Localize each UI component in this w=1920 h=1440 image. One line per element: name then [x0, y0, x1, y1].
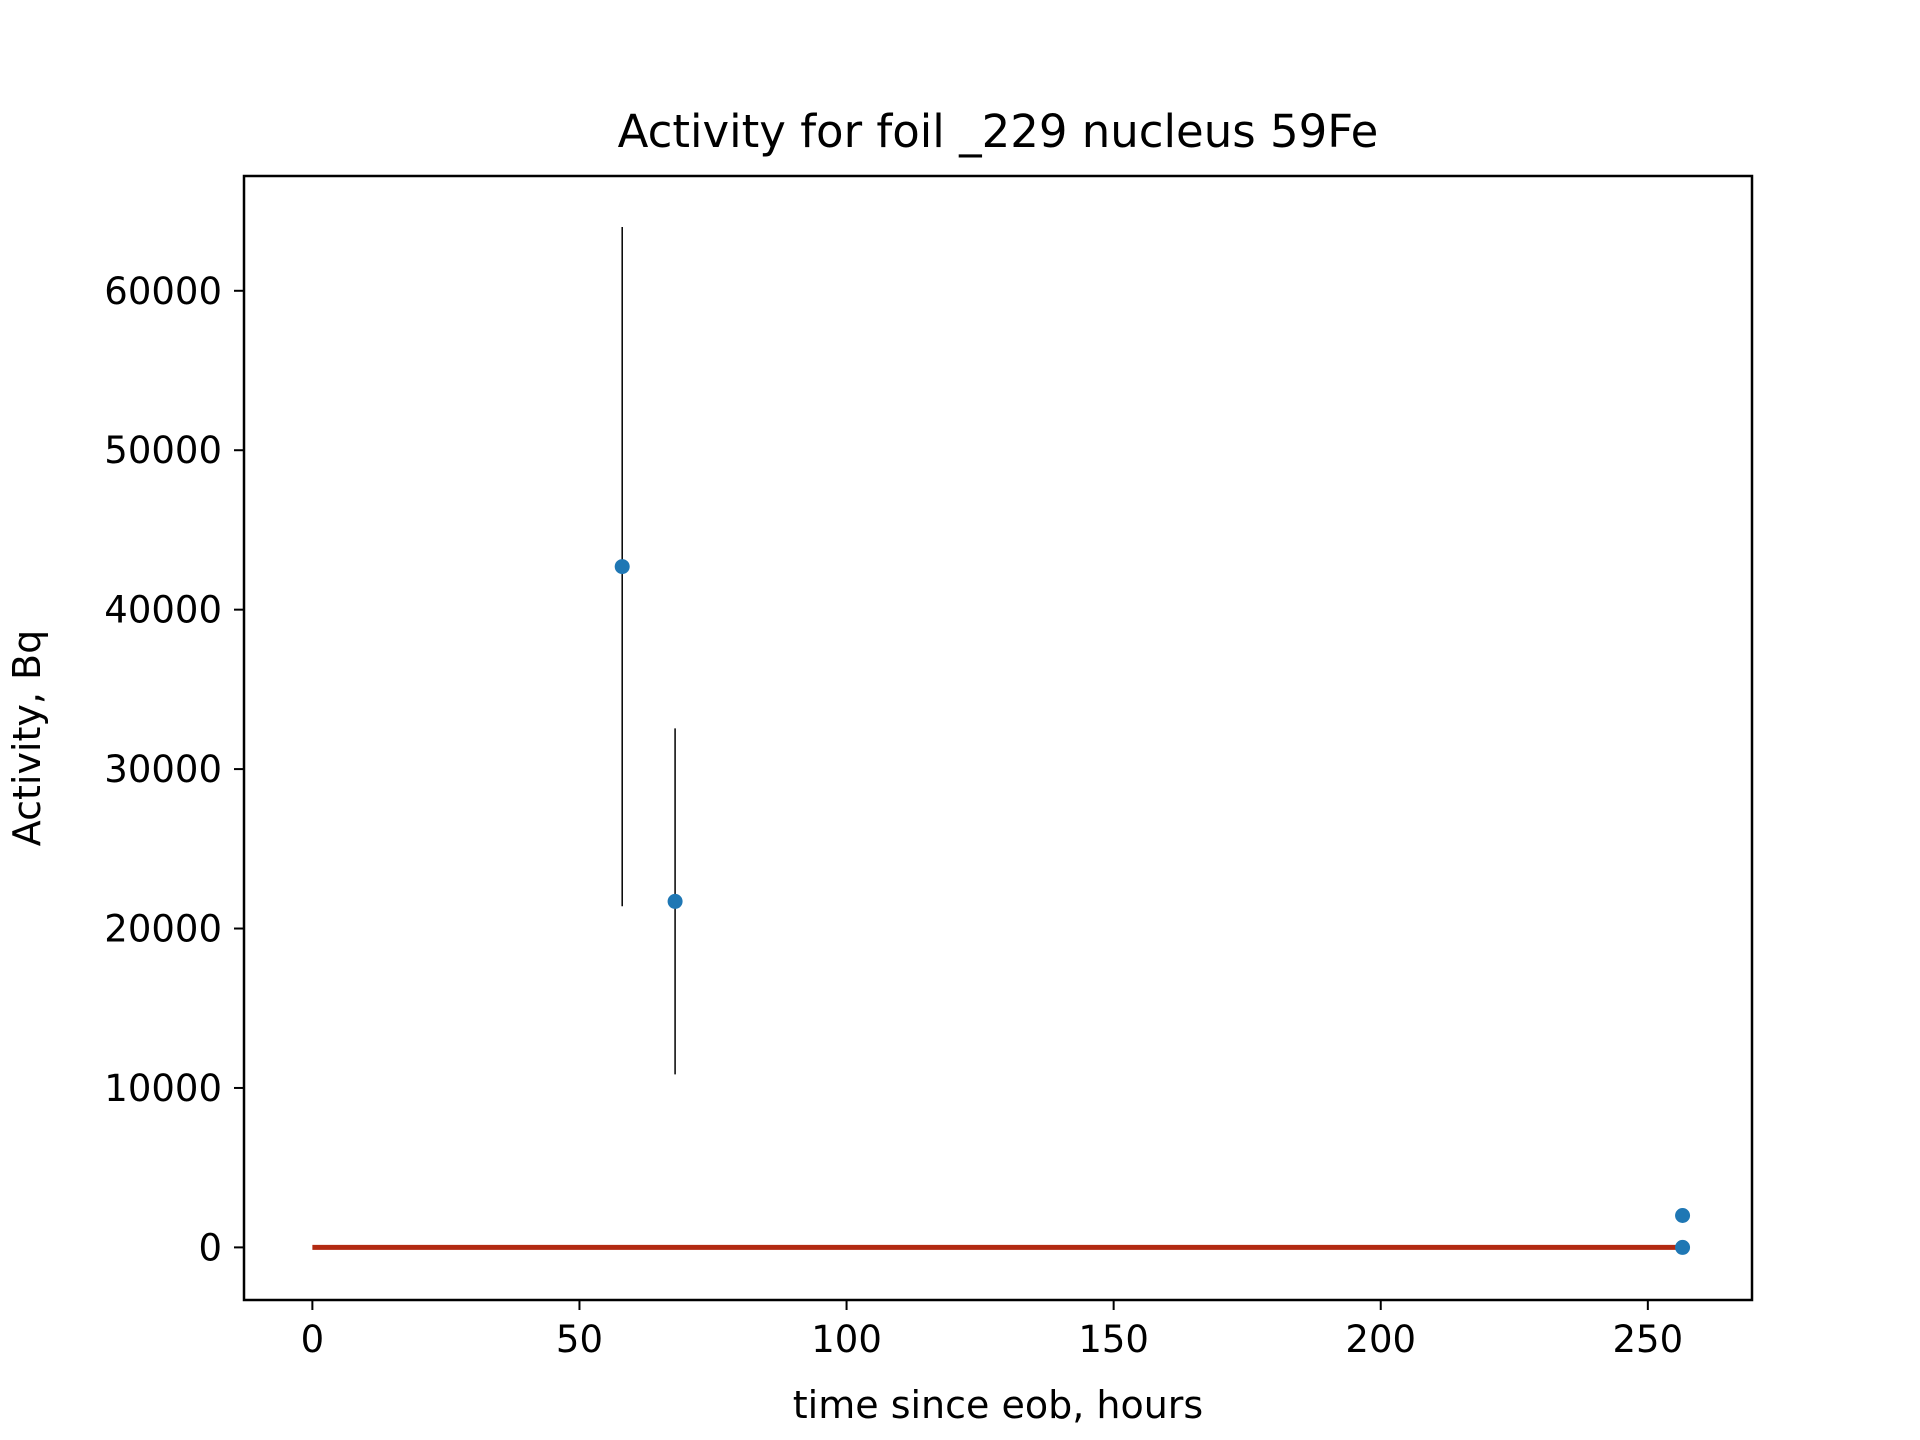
x-tick-label: 250: [1613, 1318, 1684, 1361]
y-tick-label: 60000: [104, 270, 222, 313]
y-tick-label: 20000: [104, 908, 222, 951]
x-tick-label: 200: [1345, 1318, 1416, 1361]
x-axis-label: time since eob, hours: [793, 1383, 1203, 1427]
data-point: [1675, 1208, 1691, 1224]
plot-area: [312, 227, 1691, 1255]
y-tick-label: 10000: [104, 1067, 222, 1110]
y-axis: 0 10000 20000 30000 40000 50000 60000: [104, 270, 244, 1269]
data-point: [1675, 1239, 1691, 1255]
x-tick-label: 150: [1078, 1318, 1149, 1361]
chart-title: Activity for foil _229 nucleus 59Fe: [618, 105, 1379, 158]
y-tick-label: 50000: [104, 429, 222, 472]
data-point: [614, 559, 630, 575]
x-tick-label: 0: [301, 1318, 325, 1361]
y-tick-label: 30000: [104, 748, 222, 791]
y-tick-label: 0: [198, 1226, 222, 1269]
x-tick-label: 50: [556, 1318, 603, 1361]
data-point: [667, 893, 683, 909]
plot-frame: [242, 174, 1754, 1302]
y-tick-label: 40000: [104, 589, 222, 632]
x-tick-label: 100: [811, 1318, 882, 1361]
x-axis: 0 50 100 150 200 250: [301, 1300, 1684, 1361]
y-axis-label: Activity, Bq: [5, 630, 49, 846]
